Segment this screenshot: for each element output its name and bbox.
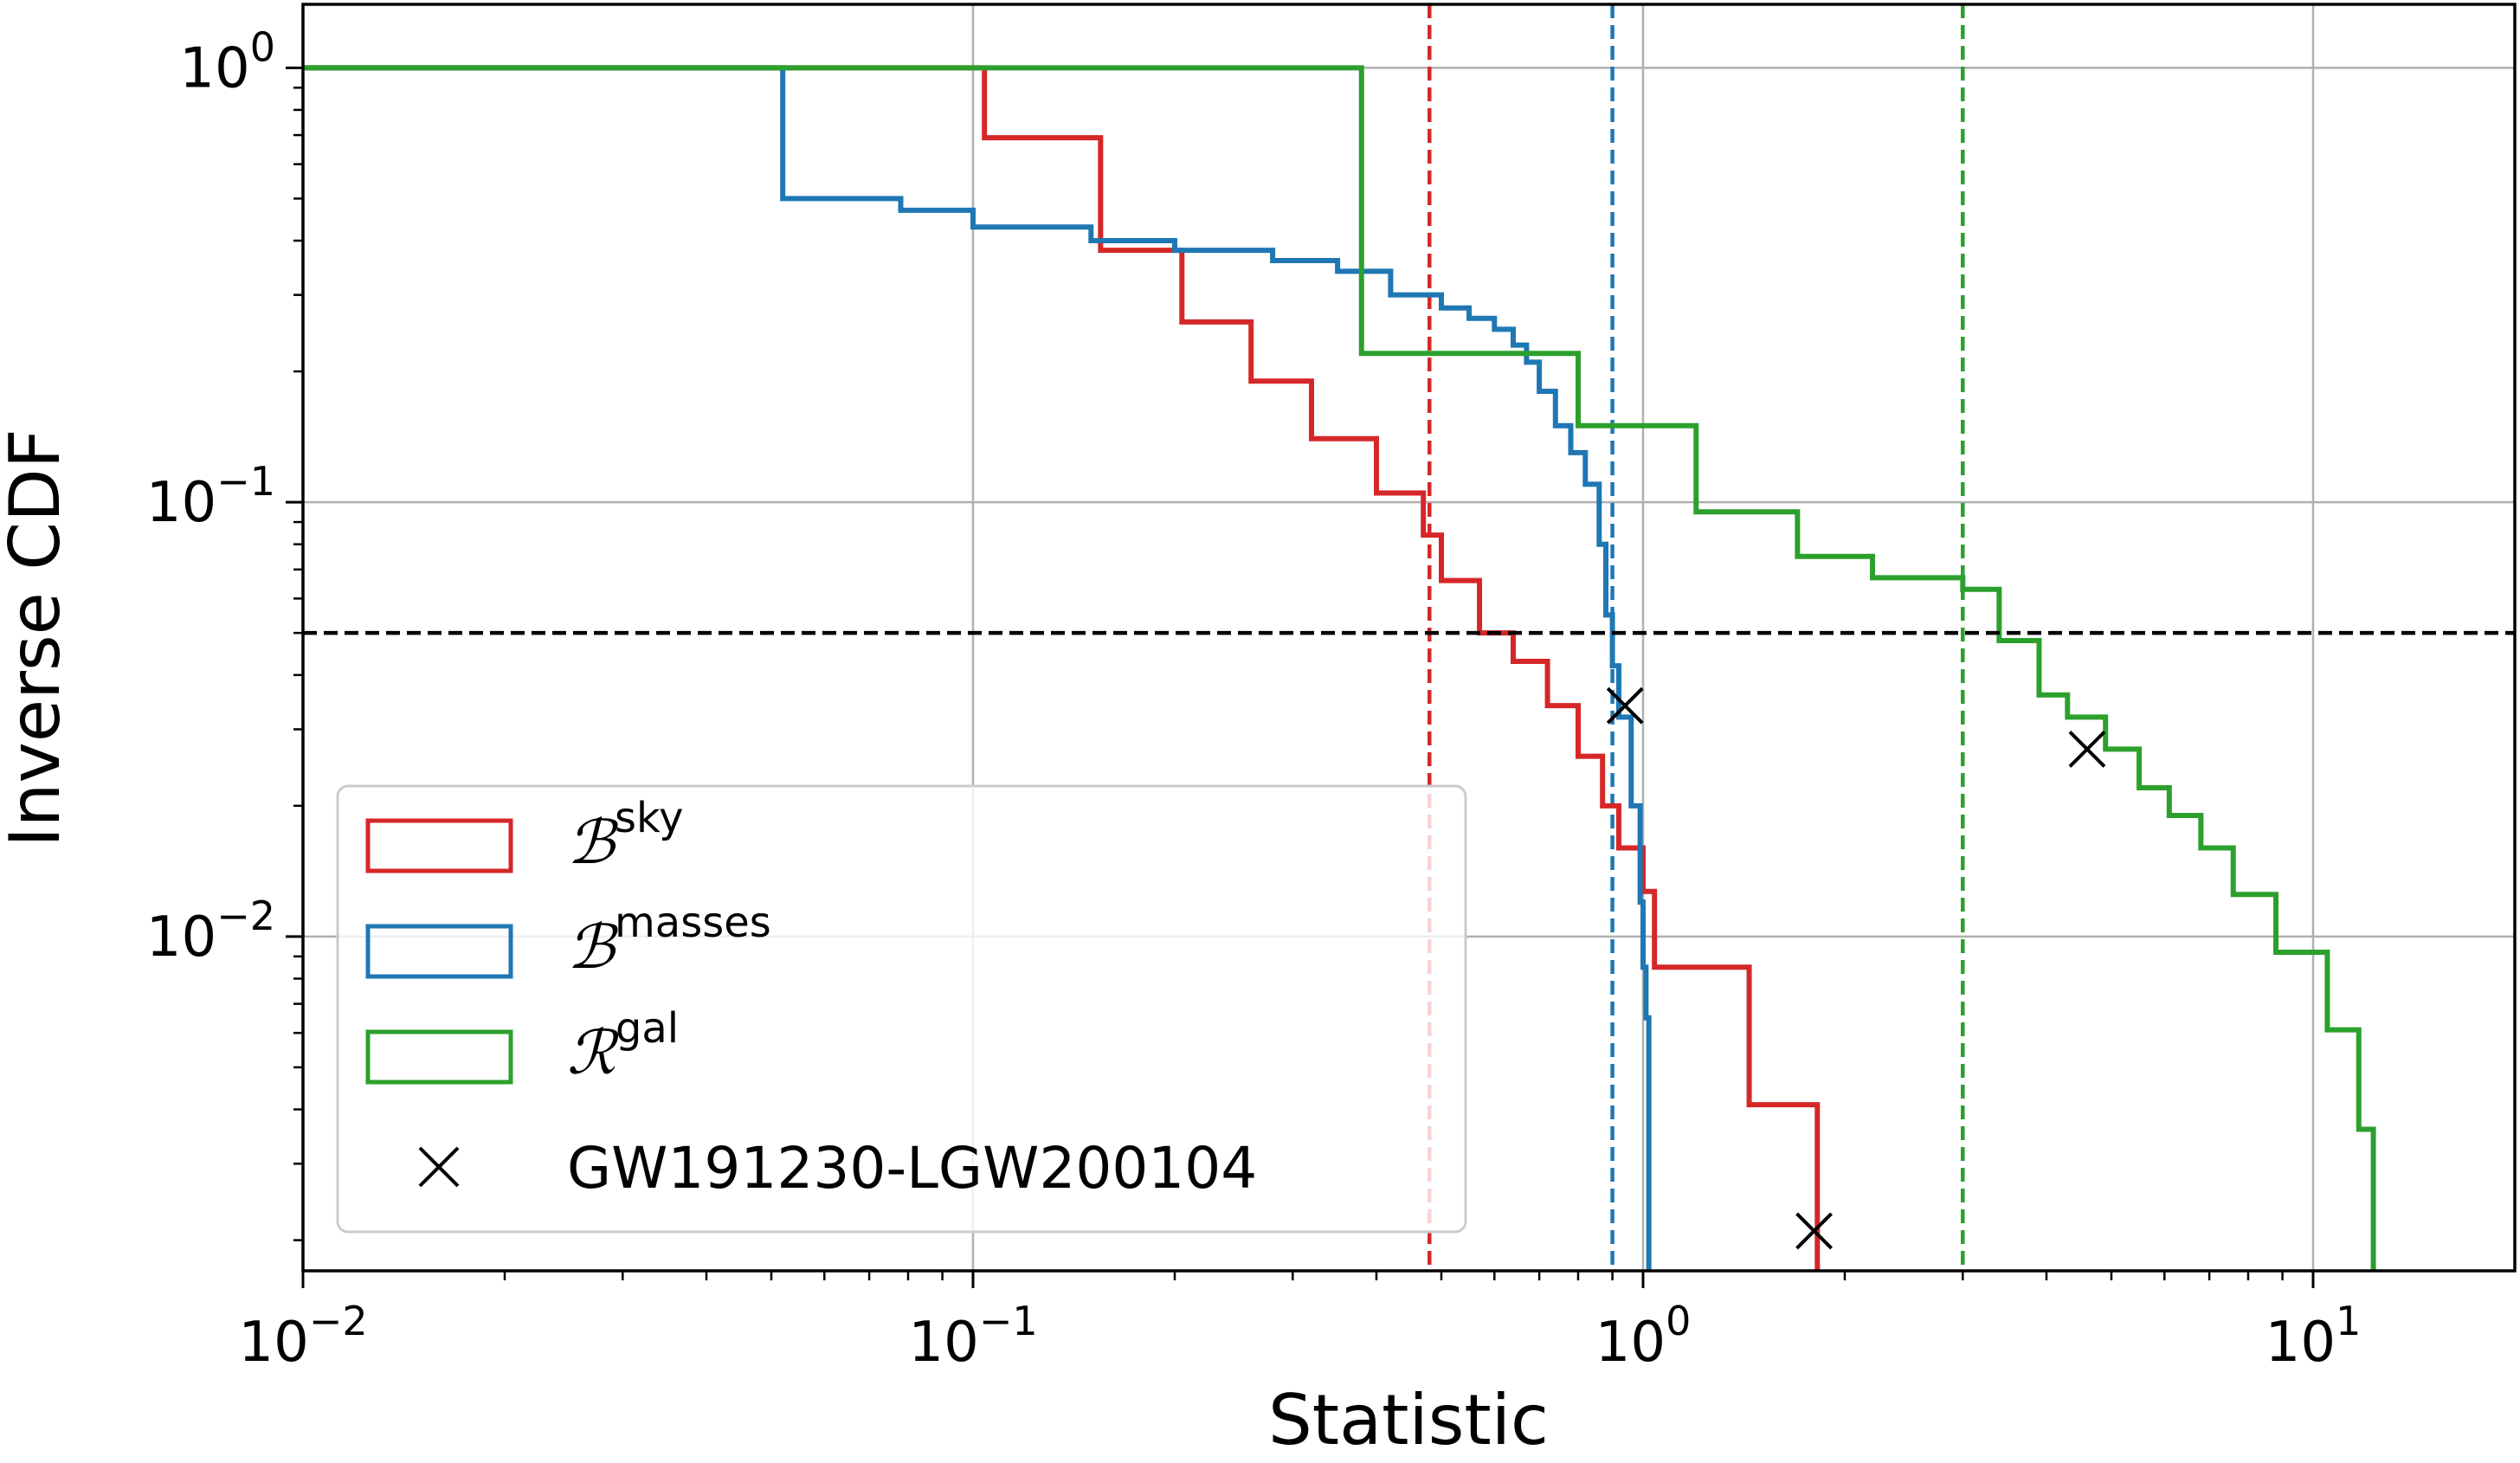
- event-marker-gal: [2068, 731, 2106, 768]
- x-tick-exponent: 1: [2336, 1298, 2361, 1344]
- legend-marker-icon: [418, 1146, 460, 1188]
- y-tick-label: 10−2: [146, 893, 275, 970]
- axis-ticks: [286, 66, 2315, 1288]
- plot-frame: [301, 3, 2517, 1273]
- y-tick-base: 10: [146, 906, 216, 970]
- x-tick-label: 10−1: [908, 1298, 1037, 1375]
- y-tick-exponent: −1: [216, 458, 275, 505]
- legend-frame: [336, 784, 1467, 1234]
- legend-symbol-sky: ℬ: [567, 807, 619, 878]
- y-tick-exponent: 0: [250, 23, 275, 70]
- legend-sup-masses: masses: [615, 899, 771, 947]
- x-tick-label: 10−2: [238, 1298, 367, 1375]
- x-tick-label: 100: [1595, 1298, 1692, 1375]
- x-tick-label: 101: [2265, 1298, 2362, 1375]
- x-tick-exponent: −2: [309, 1298, 368, 1344]
- x-tick-exponent: −1: [979, 1298, 1038, 1344]
- event-markers: [1606, 686, 2106, 1250]
- y-tick-base: 10: [179, 36, 249, 100]
- y-axis-title: Inverse CDF: [0, 429, 75, 848]
- x-tick-base: 10: [2265, 1311, 2336, 1375]
- y-tick-label: 10−1: [146, 458, 275, 535]
- legend: ℬsky ℬmasses ℛgal GW191230-LGW200104: [336, 784, 1467, 1234]
- x-tick-base: 10: [1595, 1311, 1666, 1375]
- legend-swatch-sky: [365, 818, 513, 873]
- series-line-gal: [303, 65, 2376, 1271]
- legend-label-event: GW191230-LGW200104: [567, 1135, 1257, 1202]
- legend-symbol-masses: ℬ: [567, 912, 619, 983]
- x-tick-base: 10: [238, 1311, 308, 1375]
- legend-sup-gal: gal: [615, 1004, 679, 1053]
- y-tick-label: 100: [179, 23, 275, 100]
- legend-label-gal: ℛgal: [567, 1004, 679, 1088]
- legend-symbol-gal: ℛ: [567, 1017, 619, 1088]
- event-marker-masses: [1606, 686, 1644, 725]
- y-tick-base: 10: [146, 471, 216, 535]
- legend-swatch-masses: [365, 924, 513, 979]
- legend-swatch-gal: [365, 1029, 513, 1085]
- x-axis-title: Statistic: [1268, 1380, 1549, 1459]
- series-line-masses: [303, 65, 1652, 1271]
- event-marker-sky: [1795, 1212, 1833, 1250]
- legend-label-sky: ℬsky: [567, 794, 684, 878]
- legend-sup-sky: sky: [615, 794, 684, 842]
- y-tick-exponent: −2: [216, 893, 275, 939]
- legend-label-masses: ℬmasses: [567, 899, 771, 983]
- x-tick-base: 10: [908, 1311, 978, 1375]
- x-tick-exponent: 0: [1666, 1298, 1691, 1344]
